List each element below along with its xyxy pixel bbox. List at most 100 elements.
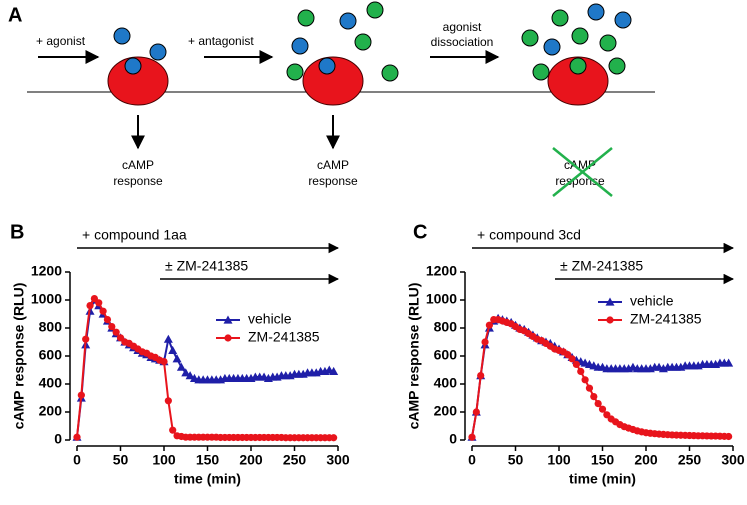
y-tick-label: 1000 (426, 291, 457, 307)
antagonist (521, 29, 539, 47)
series-line (471, 318, 729, 438)
x-tick-label: 250 (283, 452, 307, 468)
marker (185, 371, 195, 380)
marker (581, 376, 589, 384)
panel-label: A (8, 4, 22, 26)
x-tick-label: 0 (73, 452, 81, 468)
marker (590, 393, 598, 401)
x-axis-label: time (min) (174, 471, 241, 487)
agonist (149, 43, 167, 61)
marker (169, 426, 177, 434)
marker (82, 335, 90, 343)
marker (73, 433, 81, 441)
y-tick-label: 800 (434, 319, 458, 335)
marker (181, 368, 191, 377)
legend-label: vehicle (248, 311, 292, 327)
annotation: + compound 3cd (477, 227, 581, 243)
response-label: response (113, 174, 163, 188)
marker (172, 354, 182, 363)
marker (108, 323, 116, 331)
marker (725, 432, 733, 441)
antagonist (532, 63, 550, 81)
marker (585, 384, 594, 392)
x-tick-label: 150 (196, 452, 220, 468)
series-line (471, 317, 729, 438)
legend-marker (606, 316, 614, 324)
step-label: agonist (443, 20, 482, 34)
y-tick-label: 0 (449, 431, 457, 447)
marker (724, 358, 734, 367)
y-tick-label: 600 (434, 347, 458, 363)
panel-label: C (413, 221, 427, 243)
agonist (339, 12, 357, 30)
cross (552, 147, 613, 197)
x-axis-label: time (min) (569, 471, 636, 487)
marker (472, 408, 480, 416)
y-axis-label: cAMP response (RLU) (11, 283, 27, 430)
y-tick-label: 600 (39, 347, 63, 363)
response-label: cAMP (317, 158, 349, 172)
response-label: response (555, 174, 605, 188)
x-tick-label: 0 (468, 452, 476, 468)
step-label: dissociation (431, 35, 494, 49)
x-tick-label: 300 (326, 452, 350, 468)
step-label: + antagonist (188, 34, 254, 48)
series-line (76, 297, 334, 438)
agonist (291, 37, 309, 55)
x-tick-label: 300 (721, 452, 745, 468)
y-tick-label: 800 (39, 319, 63, 335)
agonist (124, 57, 142, 75)
marker (164, 397, 172, 405)
receptor (547, 56, 609, 106)
marker (160, 358, 168, 366)
y-tick-label: 400 (39, 375, 63, 391)
y-tick-label: 1200 (426, 263, 457, 279)
legend-marker (224, 334, 232, 342)
marker (103, 316, 112, 324)
marker (329, 366, 339, 375)
panel-label: B (10, 221, 24, 243)
chart: B + compound 1aa ± ZM-241385 0 200 400 600 800 1… (10, 221, 350, 486)
agonist (587, 3, 605, 21)
receptor (107, 56, 169, 106)
marker (481, 338, 489, 346)
agonist (318, 57, 336, 75)
marker (485, 321, 493, 329)
panel-a: A + agonist cAMP response + antagonist c… (8, 1, 655, 197)
response-label: cAMP (122, 158, 154, 172)
x-tick-label: 150 (591, 452, 615, 468)
antagonist (366, 1, 384, 19)
y-tick-label: 1200 (31, 263, 62, 279)
marker (176, 362, 186, 371)
agonist (113, 27, 131, 45)
antagonist (297, 9, 315, 27)
chart: C + compound 3cd ± ZM-241385 0 200 400 600 800 1… (406, 221, 745, 486)
antagonist (286, 63, 304, 81)
series-line (76, 297, 334, 439)
y-tick-label: 200 (434, 403, 458, 419)
x-tick-label: 250 (678, 452, 702, 468)
y-axis-label: cAMP response (RLU) (406, 283, 422, 430)
marker (568, 355, 576, 363)
antagonist (571, 27, 589, 45)
marker (577, 367, 585, 375)
x-tick-label: 100 (152, 452, 176, 468)
marker (468, 433, 476, 441)
step-label: + agonist (36, 34, 86, 48)
annotation: ± ZM-241385 (560, 258, 643, 274)
agonist (614, 11, 632, 29)
marker (99, 307, 107, 315)
x-tick-label: 200 (634, 452, 658, 468)
legend-label: ZM-241385 (630, 311, 702, 327)
antagonist (551, 9, 569, 27)
legend-label: vehicle (630, 293, 674, 309)
marker (112, 328, 120, 336)
marker (168, 345, 178, 354)
agonist (543, 38, 561, 56)
antagonist (569, 57, 587, 75)
marker (86, 302, 94, 310)
marker (594, 400, 602, 408)
y-tick-label: 200 (39, 403, 63, 419)
y-tick-label: 0 (54, 431, 62, 447)
antagonist (599, 34, 617, 52)
